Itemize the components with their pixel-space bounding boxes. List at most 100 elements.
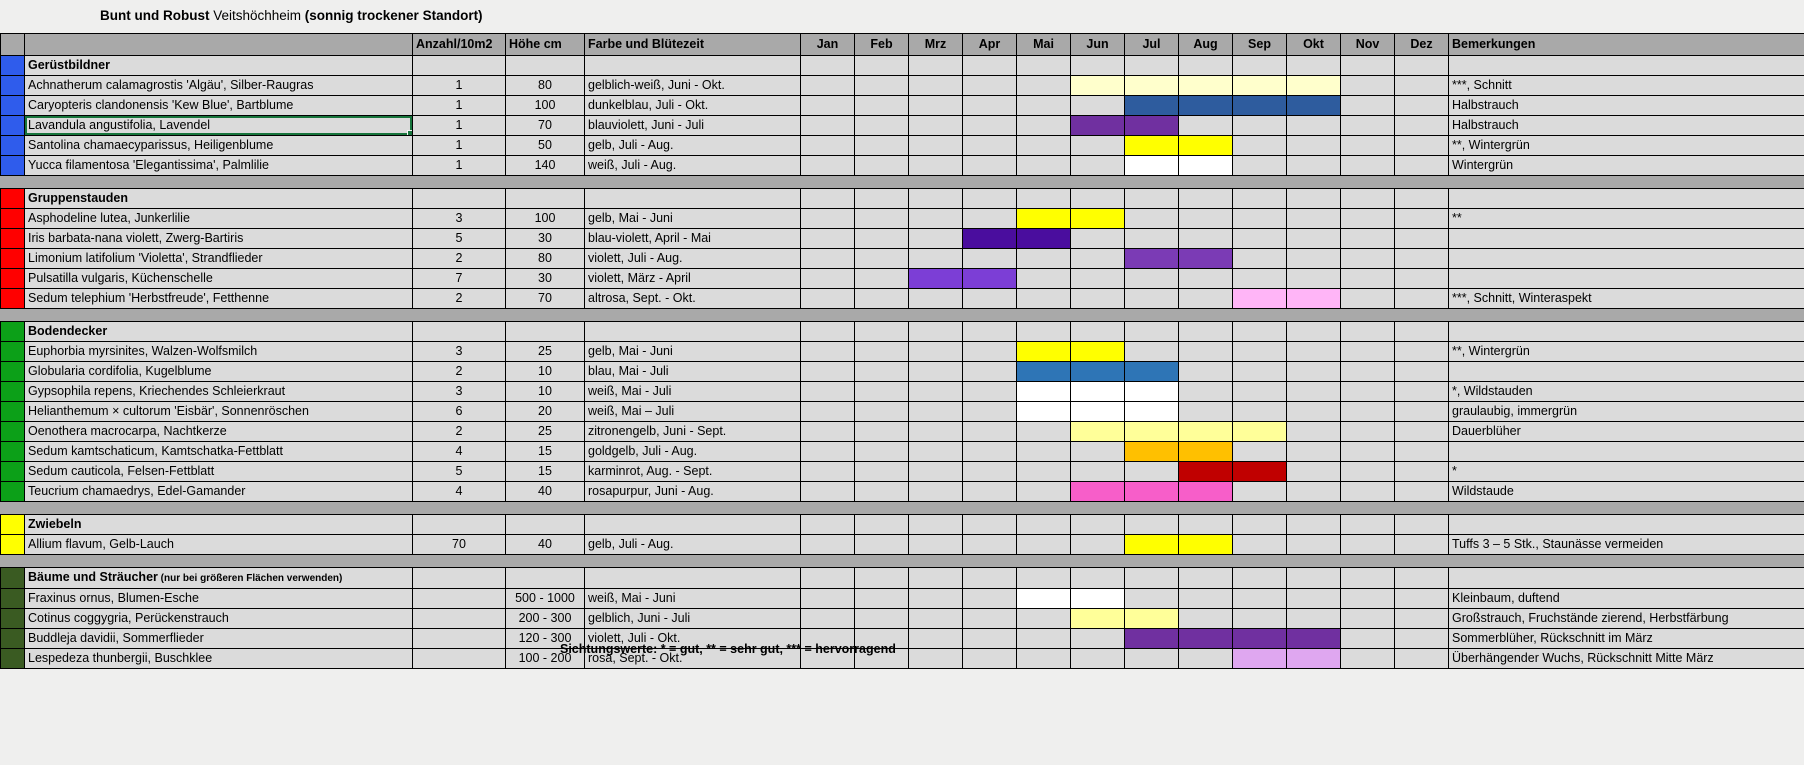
bloom-cell-okt[interactable]	[1286, 288, 1341, 309]
month-cell-sep[interactable]	[1232, 115, 1287, 136]
month-cell-jan[interactable]	[800, 95, 855, 116]
month-cell-mrz[interactable]	[908, 75, 963, 96]
month-cell-dez[interactable]	[1394, 75, 1449, 96]
anzahl-cell[interactable]	[412, 588, 506, 609]
month-cell-mrz[interactable]	[908, 208, 963, 229]
month-cell-nov[interactable]	[1340, 268, 1395, 289]
month-cell-okt[interactable]	[1286, 115, 1341, 136]
month-cell-aug[interactable]	[1178, 567, 1233, 589]
anzahl-cell[interactable]: 3	[412, 208, 506, 229]
header-anzahl[interactable]: Anzahl/10m2	[412, 33, 506, 56]
month-cell-mrz[interactable]	[908, 461, 963, 482]
bloom-cell-aug[interactable]	[1178, 628, 1233, 649]
month-cell-nov[interactable]	[1340, 115, 1395, 136]
month-cell-dez[interactable]	[1394, 608, 1449, 629]
month-cell-mrz[interactable]	[908, 481, 963, 502]
month-cell-dez[interactable]	[1394, 188, 1449, 209]
month-cell-mai[interactable]	[1016, 288, 1071, 309]
month-cell-mai[interactable]	[1016, 421, 1071, 442]
month-cell-jun[interactable]	[1070, 321, 1125, 342]
month-cell-apr[interactable]	[962, 155, 1017, 176]
month-cell-mrz[interactable]	[908, 361, 963, 382]
month-cell-sep[interactable]	[1232, 208, 1287, 229]
month-cell-feb[interactable]	[854, 248, 909, 269]
month-cell-sep[interactable]	[1232, 381, 1287, 402]
month-cell-feb[interactable]	[854, 95, 909, 116]
month-cell-dez[interactable]	[1394, 588, 1449, 609]
month-cell-feb[interactable]	[854, 481, 909, 502]
month-cell-jun[interactable]	[1070, 155, 1125, 176]
month-cell-feb[interactable]	[854, 567, 909, 589]
month-cell-jan[interactable]	[800, 608, 855, 629]
group-name-cell[interactable]: Zwiebeln	[24, 514, 413, 535]
month-cell-mrz[interactable]	[908, 441, 963, 462]
month-cell-jan[interactable]	[800, 155, 855, 176]
month-cell-jul[interactable]	[1124, 567, 1179, 589]
anzahl-cell[interactable]: 2	[412, 421, 506, 442]
month-cell-sep[interactable]	[1232, 401, 1287, 422]
month-cell-feb[interactable]	[854, 441, 909, 462]
bemerkung-cell[interactable]	[1448, 228, 1804, 249]
month-cell-mai[interactable]	[1016, 441, 1071, 462]
month-cell-sep[interactable]	[1232, 361, 1287, 382]
month-cell-aug[interactable]	[1178, 208, 1233, 229]
month-cell-nov[interactable]	[1340, 95, 1395, 116]
month-cell-mai[interactable]	[1016, 514, 1071, 535]
anzahl-cell[interactable]	[412, 648, 506, 669]
month-cell-jan[interactable]	[800, 361, 855, 382]
month-cell-dez[interactable]	[1394, 155, 1449, 176]
farbe-cell[interactable]: karminrot, Aug. - Sept.	[584, 461, 801, 482]
month-cell-aug[interactable]	[1178, 341, 1233, 362]
hoehe-cell[interactable]: 70	[505, 288, 585, 309]
month-cell-mrz[interactable]	[908, 514, 963, 535]
hoehe-cell[interactable]	[505, 321, 585, 342]
month-cell-jun[interactable]	[1070, 135, 1125, 156]
month-cell-jan[interactable]	[800, 567, 855, 589]
farbe-cell[interactable]: violett, März - April	[584, 268, 801, 289]
month-cell-jul[interactable]	[1124, 268, 1179, 289]
month-cell-nov[interactable]	[1340, 608, 1395, 629]
bemerkung-cell[interactable]	[1448, 248, 1804, 269]
month-cell-jun[interactable]	[1070, 188, 1125, 209]
month-cell-feb[interactable]	[854, 55, 909, 76]
month-cell-mrz[interactable]	[908, 567, 963, 589]
bloom-cell-aug[interactable]	[1178, 135, 1233, 156]
bloom-cell-aug[interactable]	[1178, 155, 1233, 176]
hoehe-cell[interactable]: 200 - 300	[505, 608, 585, 629]
month-cell-apr[interactable]	[962, 567, 1017, 589]
month-cell-jan[interactable]	[800, 135, 855, 156]
header-month-apr[interactable]: Apr	[962, 33, 1017, 56]
hoehe-cell[interactable]: 120 - 300	[505, 628, 585, 649]
month-cell-jun[interactable]	[1070, 648, 1125, 669]
plant-name-cell[interactable]: Buddleja davidii, Sommerflieder	[24, 628, 413, 649]
month-cell-mrz[interactable]	[908, 648, 963, 669]
bloom-cell-sep[interactable]	[1232, 75, 1287, 96]
month-cell-jul[interactable]	[1124, 55, 1179, 76]
header-month-mai[interactable]: Mai	[1016, 33, 1071, 56]
hoehe-cell[interactable]: 100 - 200	[505, 648, 585, 669]
hoehe-cell[interactable]: 20	[505, 401, 585, 422]
month-cell-sep[interactable]	[1232, 481, 1287, 502]
bloom-cell-okt[interactable]	[1286, 628, 1341, 649]
farbe-cell[interactable]: dunkelblau, Juli - Okt.	[584, 95, 801, 116]
anzahl-cell[interactable]: 1	[412, 135, 506, 156]
month-cell-feb[interactable]	[854, 228, 909, 249]
month-cell-feb[interactable]	[854, 608, 909, 629]
month-cell-dez[interactable]	[1394, 421, 1449, 442]
month-cell-aug[interactable]	[1178, 55, 1233, 76]
bloom-cell-jul[interactable]	[1124, 628, 1179, 649]
plant-name-cell[interactable]: Globularia cordifolia, Kugelblume	[24, 361, 413, 382]
month-cell-mai[interactable]	[1016, 567, 1071, 589]
bloom-cell-jun[interactable]	[1070, 421, 1125, 442]
plant-name-cell[interactable]: Pulsatilla vulgaris, Küchenschelle	[24, 268, 413, 289]
month-cell-dez[interactable]	[1394, 135, 1449, 156]
month-cell-jul[interactable]	[1124, 461, 1179, 482]
header-month-okt[interactable]: Okt	[1286, 33, 1341, 56]
month-cell-apr[interactable]	[962, 481, 1017, 502]
header-month-nov[interactable]: Nov	[1340, 33, 1395, 56]
bloom-cell-sep[interactable]	[1232, 461, 1287, 482]
month-cell-jan[interactable]	[800, 341, 855, 362]
month-cell-dez[interactable]	[1394, 567, 1449, 589]
bloom-cell-aug[interactable]	[1178, 461, 1233, 482]
group-name-cell[interactable]: Bodendecker	[24, 321, 413, 342]
